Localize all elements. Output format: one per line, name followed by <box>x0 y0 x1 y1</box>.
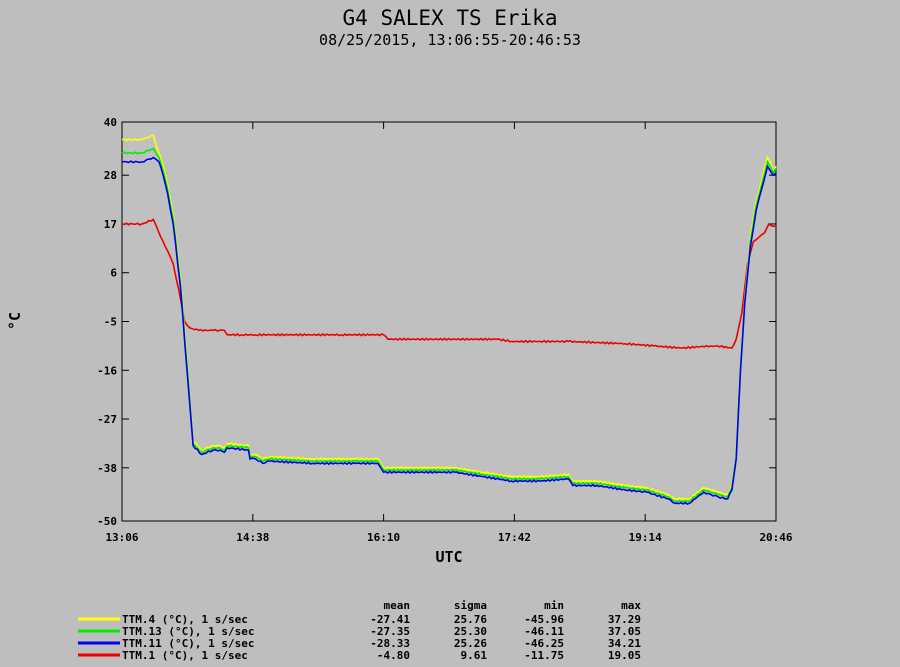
legend-stat-mean: -4.80 <box>377 649 410 662</box>
x-axis-label: UTC <box>435 548 462 566</box>
x-tick-label: 13:06 <box>105 531 138 544</box>
x-axis: 13:06 14:38 16:10 17:42 19:14 20:46 <box>105 122 793 544</box>
legend-stat-mean: -27.41 <box>370 613 410 626</box>
y-tick-label: -50 <box>97 515 117 528</box>
legend-series-name: TTM.1 (°C), 1 s/sec <box>122 649 248 662</box>
legend-stat-sigma: 25.76 <box>454 613 487 626</box>
series-lines <box>121 134 777 506</box>
series-line-ttm-13 <box>121 147 777 503</box>
stat-header-min: min <box>544 599 564 612</box>
y-tick-label: 6 <box>110 267 117 280</box>
legend-stat-min: -46.11 <box>524 625 564 638</box>
x-tick-label: 19:14 <box>629 531 662 544</box>
stat-header-max: max <box>621 599 641 612</box>
y-tick-label: 17 <box>104 218 117 231</box>
x-tick-label: 16:10 <box>367 531 400 544</box>
y-tick-label: 28 <box>104 169 117 182</box>
y-tick-label: 40 <box>104 116 117 129</box>
y-tick-label: -16 <box>97 364 117 377</box>
series-line-ttm-4 <box>121 134 777 501</box>
chart-subtitle: 08/25/2015, 13:06:55-20:46:53 <box>319 31 581 49</box>
legend-series-name: TTM.4 (°C), 1 s/sec <box>122 613 248 626</box>
stat-header-mean: mean <box>384 599 411 612</box>
legend-stat-sigma: 25.30 <box>454 625 487 638</box>
y-tick-label: -27 <box>97 413 117 426</box>
legend-stat-min: -45.96 <box>524 613 564 626</box>
stat-header-sigma: sigma <box>454 599 487 612</box>
legend-stat-sigma: 25.26 <box>454 637 487 650</box>
chart-title: G4 SALEX TS Erika <box>343 6 558 30</box>
series-line-ttm-1 <box>121 218 776 350</box>
legend-stat-max: 37.29 <box>608 613 641 626</box>
legend-stat-max: 19.05 <box>608 649 641 662</box>
legend-stat-max: 34.21 <box>608 637 641 650</box>
y-axis-label: °C <box>6 312 24 330</box>
legend-stat-min: -46.25 <box>524 637 564 650</box>
legend-series-name: TTM.11 (°C), 1 s/sec <box>122 637 254 650</box>
legend: mean sigma min max TTM.4 (°C), 1 s/sec -2… <box>78 599 641 662</box>
y-tick-label: -38 <box>97 462 117 475</box>
x-tick-label: 17:42 <box>498 531 531 544</box>
legend-stat-mean: -28.33 <box>370 637 410 650</box>
x-tick-label: 20:46 <box>759 531 792 544</box>
x-tick-label: 14:38 <box>236 531 269 544</box>
legend-series-name: TTM.13 (°C), 1 s/sec <box>122 625 254 638</box>
legend-stat-sigma: 9.61 <box>461 649 488 662</box>
legend-stat-mean: -27.35 <box>370 625 410 638</box>
plot-area <box>121 121 777 522</box>
series-line-ttm-11 <box>121 156 777 506</box>
y-axis: 40 28 17 6 -5 -16 -27 -38 -50 <box>97 116 776 528</box>
y-tick-label: -5 <box>104 316 117 329</box>
legend-stat-min: -11.75 <box>524 649 564 662</box>
legend-stat-max: 37.05 <box>608 625 641 638</box>
